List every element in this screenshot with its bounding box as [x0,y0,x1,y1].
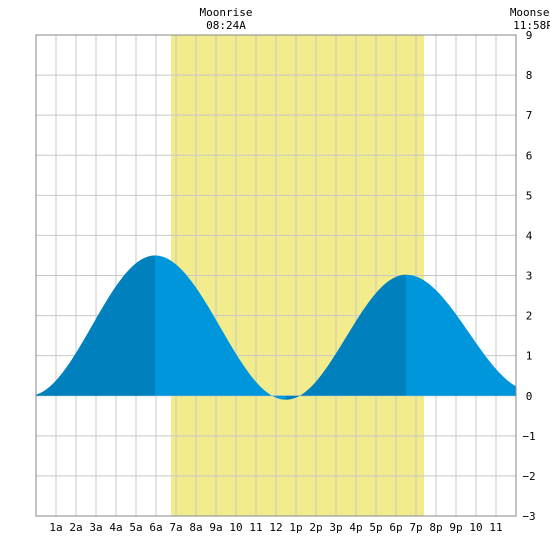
y-tick-label: −3 [522,510,535,523]
y-tick-label: 8 [526,69,533,82]
x-tick-label: 4a [109,521,122,534]
x-tick-label: 5a [129,521,142,534]
moonset-label: Moonset [510,6,550,19]
x-tick-label: 9a [209,521,222,534]
y-tick-label: 1 [526,350,533,363]
tide-area-rising [36,255,155,396]
y-tick-label: 5 [526,189,533,202]
y-tick-label: 6 [526,149,533,162]
x-tick-label: 9p [449,521,462,534]
moonrise-label: Moonrise [200,6,253,19]
x-tick-label: 2a [69,521,82,534]
x-axis-tick-labels: 1a 2a 3a 4a 5a 6a 7a 8a 9a 10 11 12 1p 2p 3p 4p 5p 6p 7p 8p… [49,521,502,534]
y-axis-tick-labels: −3 −2 −1 0 1 2 3 4 5 6 7 8 9 [522,29,535,523]
x-tick-label: 1a [49,521,62,534]
y-tick-label: −1 [522,430,535,443]
plot-frame [35,34,517,517]
moonrise-time: 08:24A [206,19,246,32]
x-tick-label: 8p [429,521,442,534]
y-tick-label: 4 [526,229,533,242]
x-tick-label: 4p [349,521,362,534]
tide-area-falling [406,274,516,396]
x-tick-label: 5p [369,521,382,534]
x-tick-label: 3a [89,521,102,534]
moonset-time: 11:58P [513,19,550,32]
tide-areas [36,255,516,400]
x-tick-label: 1p [289,521,302,534]
y-tick-label: 3 [526,270,533,283]
y-tick-label: −2 [522,470,535,483]
x-tick-label: 11 [249,521,262,534]
y-tick-label: 9 [526,29,533,42]
x-tick-label: 10 [229,521,242,534]
x-tick-label: 11 [489,521,502,534]
x-tick-label: 2p [309,521,322,534]
x-tick-label: 10 [469,521,482,534]
x-tick-label: 3p [329,521,342,534]
x-tick-label: 7a [169,521,182,534]
x-tick-label: 7p [409,521,422,534]
x-tick-label: 12 [269,521,282,534]
x-tick-label: 6a [149,521,162,534]
y-tick-label: 0 [526,390,533,403]
tide-area-rising [286,274,406,400]
y-tick-label: 7 [526,109,533,122]
x-tick-label: 8a [189,521,202,534]
y-tick-label: 2 [526,310,533,323]
tide-area-falling [155,255,286,400]
x-tick-label: 6p [389,521,402,534]
